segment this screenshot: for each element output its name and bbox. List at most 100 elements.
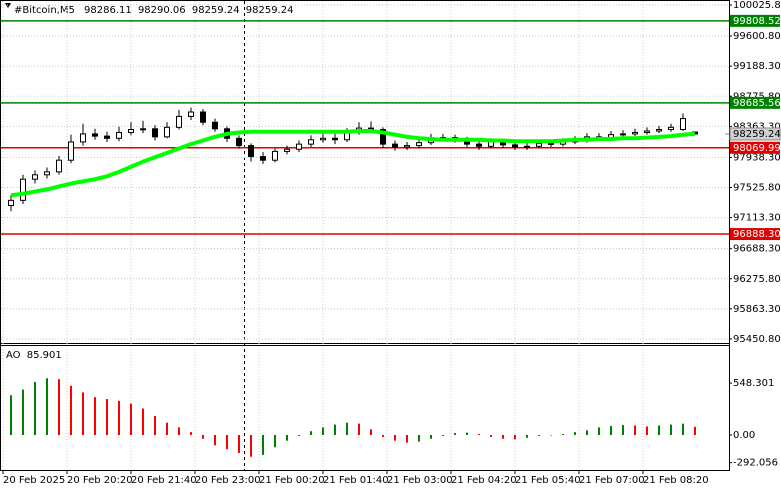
level-label-box	[730, 96, 780, 109]
candle-body	[140, 128, 146, 131]
candle-body	[20, 178, 26, 201]
indicator-bar	[586, 430, 588, 435]
header-low: 98259.24	[192, 5, 240, 16]
indicator-bar	[622, 425, 624, 435]
candle-body	[512, 144, 518, 148]
level-label: 96888.30	[733, 229, 781, 240]
level-label: 99808.52	[733, 16, 781, 27]
indicator-bar	[454, 433, 456, 435]
indicator-bar	[466, 432, 468, 435]
y-tick-label: -292.056	[733, 458, 778, 469]
candle-body	[488, 141, 494, 147]
indicator-bar	[442, 434, 444, 436]
indicator-value: 85.901	[27, 350, 62, 361]
y-tick-label: 95863.30	[733, 304, 781, 315]
candle-body	[92, 133, 98, 137]
level-label: 98685.56	[733, 98, 781, 109]
candle-body	[116, 131, 122, 139]
indicator-bar	[22, 389, 24, 435]
current-price-box	[729, 127, 781, 141]
indicator-bar	[670, 424, 672, 435]
candle-body	[68, 141, 74, 161]
indicator-bar	[382, 434, 384, 437]
y-tick-label: 548.301	[733, 378, 774, 389]
candle-body	[620, 133, 626, 136]
y-tick-label: 99188.30	[733, 61, 781, 72]
indicator-bar	[70, 385, 72, 435]
candle-body	[548, 142, 554, 145]
indicator-bar	[490, 434, 492, 437]
indicator-header: AO 85.901	[6, 350, 62, 361]
candle-body	[536, 142, 542, 147]
candle-body	[8, 199, 14, 206]
candle-body	[104, 135, 110, 139]
indicator-bar	[322, 427, 324, 435]
candle-body	[644, 130, 650, 133]
indicator-bar	[298, 434, 300, 436]
indicator-bar	[682, 423, 684, 435]
indicator-bar	[286, 434, 288, 441]
indicator-bar	[82, 392, 84, 435]
indicator-bar	[550, 434, 552, 436]
indicator-bar	[202, 434, 204, 439]
frame	[0, 0, 730, 471]
candle-body	[152, 128, 158, 138]
indicator-bar	[646, 426, 648, 435]
candle-body	[524, 145, 530, 148]
y-tick-label: 96275.80	[733, 274, 781, 285]
level-label: 98069.99	[733, 143, 781, 154]
indicator-bar	[406, 434, 408, 443]
x-tick-label: 20 Feb 23:00	[195, 475, 261, 486]
candle-body	[164, 126, 170, 138]
candle-body	[236, 137, 242, 147]
candle-body	[476, 143, 482, 147]
candle-body	[416, 142, 422, 147]
moving-average	[10, 128, 696, 198]
y-tick-label: 98363.30	[733, 121, 781, 132]
candle-body	[332, 137, 338, 141]
indicator-bar	[34, 382, 36, 435]
x-tick-label: 21 Feb 01:40	[323, 475, 389, 486]
indicator-bar	[10, 395, 12, 435]
candle-body	[668, 126, 674, 131]
candle-body	[656, 129, 662, 132]
candle-body	[80, 133, 86, 143]
candle-body	[260, 156, 266, 161]
indicator-bar	[502, 434, 504, 439]
indicator-bar	[598, 427, 600, 435]
symbol: #Bitcoin,M5	[14, 5, 75, 16]
candle-body	[680, 118, 686, 131]
indicator-bar	[214, 434, 216, 446]
indicator-bar	[430, 434, 432, 439]
indicator-bar	[370, 429, 372, 435]
level-label-box	[730, 228, 780, 241]
y-tick-label: 97113.30	[733, 213, 781, 224]
x-tick-label: 20 Feb 21:40	[131, 475, 197, 486]
x-tick-label: 21 Feb 03:00	[387, 475, 453, 486]
indicator-bar	[310, 431, 312, 435]
indicator-bar	[166, 422, 168, 435]
candle-body	[320, 137, 326, 141]
candle-body	[404, 145, 410, 148]
indicator-name: AO	[6, 350, 21, 361]
indicator-bar	[694, 426, 696, 435]
candle-body	[212, 121, 218, 130]
indicator-bar	[346, 422, 348, 435]
candle-body	[32, 174, 38, 180]
indicator-bar	[538, 434, 540, 436]
indicator-bar	[658, 425, 660, 435]
indicator-bar	[190, 432, 192, 435]
indicator-bar	[106, 399, 108, 435]
y-tick-label: 97525.80	[733, 183, 781, 194]
x-tick-label: 20 Feb 2025	[3, 475, 65, 486]
x-tick-label: 21 Feb 07:00	[579, 475, 645, 486]
header-open: 98286.11	[84, 5, 132, 16]
indicator-bar	[610, 426, 612, 435]
candle-body	[248, 145, 254, 158]
indicator-bar	[274, 434, 276, 448]
indicator-bar	[178, 427, 180, 435]
candle-body	[128, 129, 134, 133]
level-label-box	[730, 14, 780, 27]
